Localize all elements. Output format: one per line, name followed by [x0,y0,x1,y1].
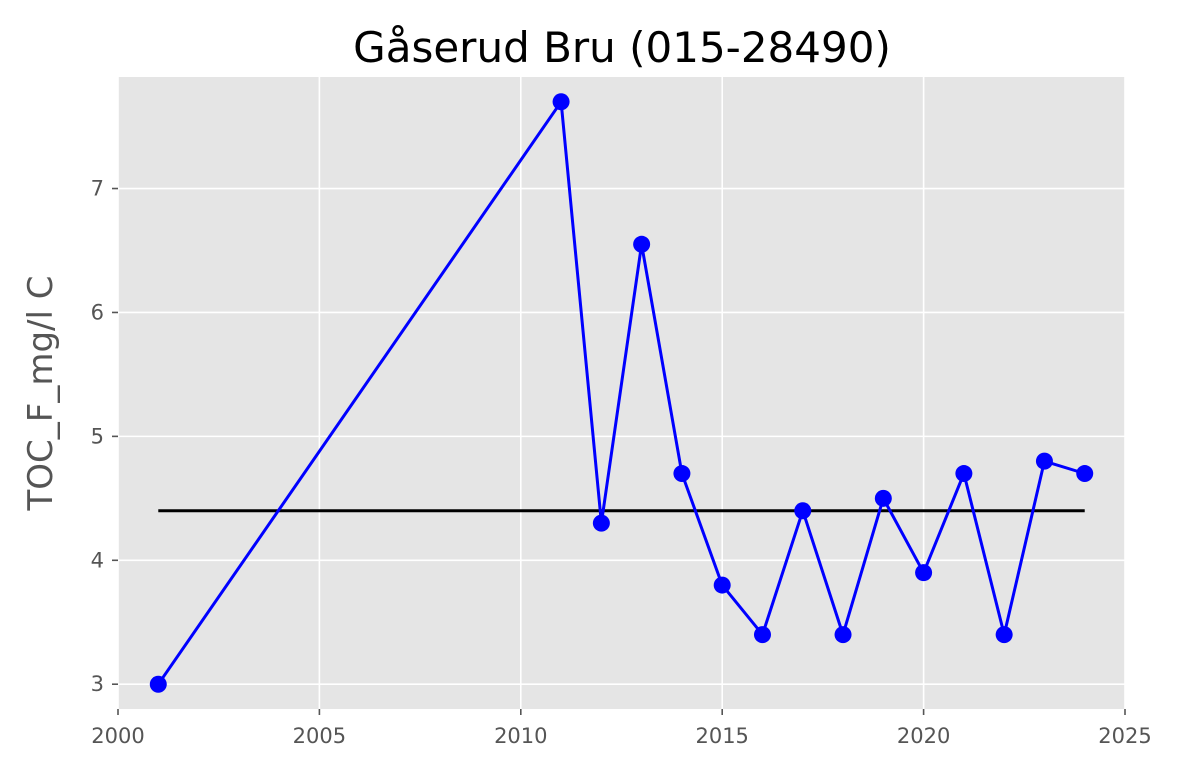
y-tick-label: 4 [91,548,104,572]
data-point [753,626,771,644]
y-axis-label: TOC_F_mg/l C [21,276,61,512]
data-point [995,626,1013,644]
data-point [633,235,651,253]
data-point [149,675,167,693]
data-point [713,576,731,594]
data-point [592,514,610,532]
x-tick-label: 2005 [293,724,346,748]
data-point [915,564,933,582]
data-point [834,626,852,644]
gridlines [117,77,1126,709]
chart-title: Gåserud Bru (015-28490) [353,23,891,72]
data-point [1035,452,1053,470]
data-point [1076,465,1094,483]
data-point [673,465,691,483]
y-tick-label: 3 [91,672,104,696]
data-point [874,489,892,507]
x-tick-label: 2000 [91,724,144,748]
data-point [794,502,812,520]
y-tick-label: 5 [91,424,104,448]
data-point [552,93,570,111]
series-layer [149,93,1094,693]
y-tick-label: 7 [91,177,104,201]
y-tick-label: 6 [91,300,104,324]
axis-ticks: 2000 2005 2010 2015 2020 2025 3 4 5 6 7 [91,177,1152,748]
x-tick-label: 2025 [1098,724,1151,748]
x-tick-label: 2015 [695,724,748,748]
x-tick-label: 2020 [897,724,950,748]
data-point [955,465,973,483]
x-tick-label: 2010 [494,724,547,748]
